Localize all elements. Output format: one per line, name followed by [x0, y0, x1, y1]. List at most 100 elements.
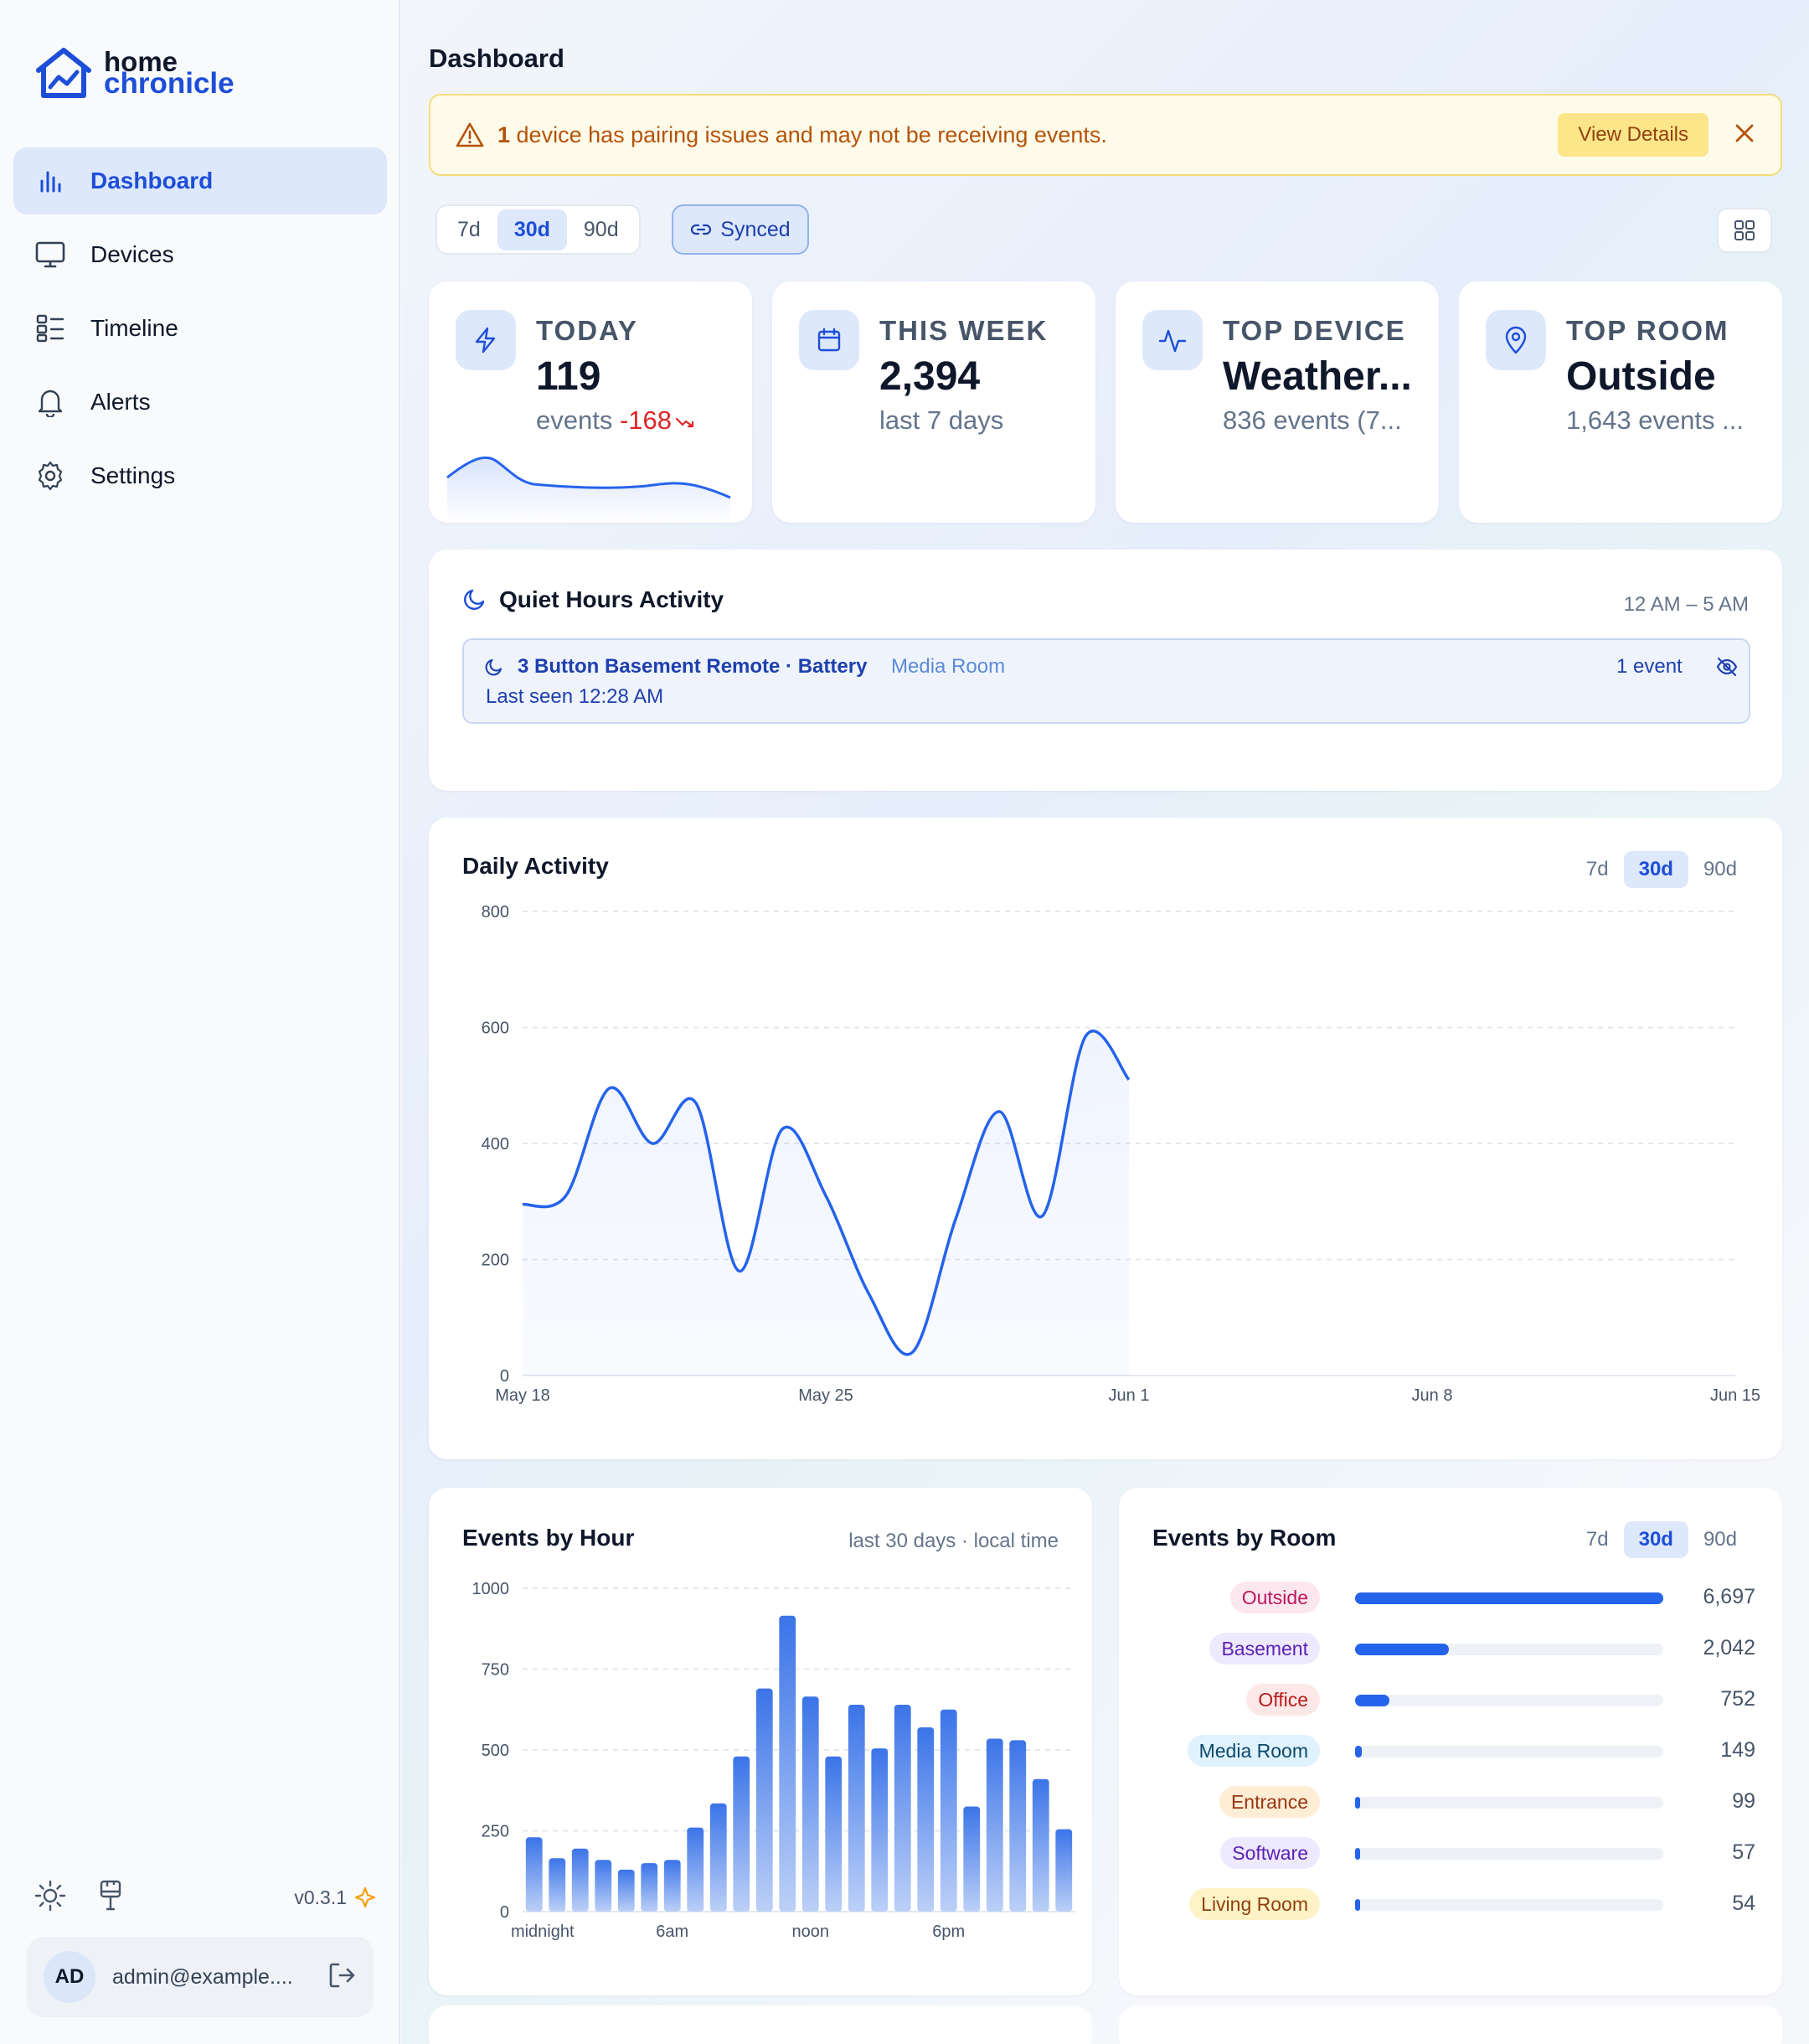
- rooms-range-selector: 7d 30d 90d: [1571, 1521, 1752, 1558]
- hour-bar-21: [1009, 1740, 1027, 1912]
- alert-message: 1 device has pairing issues and may not …: [497, 122, 1107, 148]
- daily-activity-title: Daily Activity: [462, 853, 609, 879]
- stat-value: Weather...: [1223, 354, 1412, 399]
- rooms-range-7d[interactable]: 7d: [1585, 1528, 1609, 1551]
- paintbrush-icon[interactable]: [97, 1879, 124, 1917]
- sidebar-item-devices[interactable]: Devices: [13, 221, 387, 288]
- layout-grid-button[interactable]: [1717, 208, 1772, 253]
- sidebar-item-alerts[interactable]: Alerts: [13, 369, 387, 436]
- logout-icon[interactable]: [327, 1960, 357, 1995]
- eye-off-icon[interactable]: [1715, 657, 1739, 677]
- close-icon[interactable]: [1734, 122, 1755, 148]
- daily-activity-card: Daily Activity 7d 30d 90d 0 200 400 600 800 M…: [429, 818, 1782, 1459]
- y-tick-label: 1000: [472, 1580, 510, 1598]
- stat-card-top-device: TOP DEVICE Weather... 836 events (7...: [1116, 281, 1439, 523]
- bell-icon: [34, 385, 67, 419]
- events-by-hour-card: Events by Hour last 30 days · local time…: [429, 1488, 1092, 1995]
- range-30d[interactable]: 30d: [497, 209, 567, 250]
- daily-range-30d[interactable]: 30d: [1623, 851, 1688, 888]
- view-details-button[interactable]: View Details: [1558, 113, 1708, 157]
- quiet-device-room: Media Room: [891, 655, 1006, 678]
- room-count: 99: [1732, 1789, 1755, 1813]
- app-logo[interactable]: home chronicle: [34, 45, 234, 101]
- stat-label: THIS WEEK: [879, 315, 1049, 346]
- stat-sub: 1,643 events ...: [1566, 405, 1744, 435]
- room-row[interactable]: Media Room 149: [1119, 1735, 1755, 1768]
- room-bar-track: [1355, 1899, 1663, 1911]
- trend-down-icon: [675, 417, 694, 428]
- room-row[interactable]: Software 57: [1119, 1837, 1755, 1871]
- room-row[interactable]: Outside 6,697: [1119, 1582, 1755, 1615]
- room-bar-fill: [1355, 1848, 1360, 1860]
- room-bar-fill: [1355, 1644, 1450, 1655]
- grid-icon: [1734, 220, 1755, 240]
- room-bar-track: [1355, 1848, 1663, 1860]
- hour-bar-8: [709, 1803, 727, 1912]
- room-row[interactable]: Office 752: [1119, 1684, 1755, 1717]
- sidebar-item-timeline[interactable]: Timeline: [13, 295, 387, 362]
- alert-text: device has pairing issues and may not be…: [510, 121, 1107, 147]
- x-tick-label: 6am: [656, 1923, 688, 1941]
- stat-card-top-room: TOP ROOM Outside 1,643 events ...: [1459, 281, 1782, 523]
- stat-sub: last 7 days: [879, 405, 1004, 435]
- stat-value: Outside: [1566, 354, 1716, 399]
- quiet-hours-device-row[interactable]: 3 Button Basement Remote · Battery Media…: [462, 638, 1750, 724]
- room-pill: Entrance: [1219, 1786, 1320, 1818]
- alert-count: 1: [497, 121, 511, 147]
- today-sparkline: [446, 456, 731, 523]
- sun-icon[interactable]: [34, 1879, 67, 1917]
- daily-range-7d[interactable]: 7d: [1585, 858, 1609, 880]
- stat-value: 119: [536, 354, 601, 399]
- room-pill: Living Room: [1189, 1888, 1320, 1920]
- synced-toggle[interactable]: Synced: [672, 204, 809, 255]
- logo-word-chronicle: chronicle: [104, 67, 234, 100]
- hour-bar-3: [595, 1860, 612, 1912]
- stat-label: TOP ROOM: [1566, 315, 1729, 346]
- rooms-range-30d[interactable]: 30d: [1623, 1521, 1688, 1558]
- hour-bar-10: [755, 1688, 773, 1912]
- room-pill: Outside: [1229, 1582, 1320, 1613]
- hour-bar-16: [894, 1704, 911, 1912]
- y-tick-label: 400: [482, 1135, 509, 1154]
- moon-icon: [485, 658, 502, 676]
- sidebar-item-settings[interactable]: Settings: [13, 442, 387, 509]
- avatar: AD: [44, 1951, 95, 2003]
- range-90d[interactable]: 90d: [583, 217, 619, 241]
- hour-bar-7: [687, 1827, 704, 1912]
- range-7d[interactable]: 7d: [457, 217, 481, 241]
- stat-delta: -168: [619, 405, 673, 435]
- user-card[interactable]: AD admin@example....: [27, 1937, 374, 2017]
- x-tick-label: Jun 1: [1109, 1386, 1150, 1405]
- room-row[interactable]: Entrance 99: [1119, 1786, 1755, 1819]
- room-count: 54: [1732, 1892, 1755, 1915]
- quiet-last-seen: Last seen 12:28 AM: [486, 685, 664, 708]
- daily-activity-chart: 0 200 400 600 800 May 18 May 25 Jun 1 Jun 8 Jun 1…: [482, 903, 1760, 1405]
- room-bar-fill: [1355, 1695, 1390, 1706]
- sparkle-icon: [354, 1887, 376, 1908]
- hour-bar-14: [848, 1704, 865, 1912]
- user-email: admin@example....: [112, 1964, 293, 1989]
- moon-icon: [464, 589, 485, 610]
- list-icon: [34, 312, 67, 345]
- y-tick-label: 500: [482, 1742, 509, 1760]
- quiet-device-name: 3 Button Basement Remote · Battery: [518, 655, 868, 678]
- map-pin-icon: [1486, 310, 1546, 370]
- activity-icon: [1142, 310, 1203, 370]
- stat-sub: 836 events (7...: [1223, 405, 1402, 435]
- hour-bar-19: [963, 1806, 981, 1912]
- sidebar-item-dashboard[interactable]: Dashboard: [13, 147, 387, 214]
- rooms-range-90d[interactable]: 90d: [1703, 1528, 1737, 1551]
- x-tick-label: 6pm: [932, 1923, 965, 1941]
- hour-bar-0: [525, 1837, 543, 1912]
- daily-line: [522, 1030, 1131, 1356]
- events-by-hour-chart: 0 250 500 750 1000 midnight 6am noon 6pm: [472, 1580, 1075, 1941]
- stat-sub: events -168: [536, 405, 737, 436]
- hour-bar-22: [1032, 1778, 1049, 1912]
- sidebar-item-label: Alerts: [90, 389, 151, 415]
- logo-word-home: home: [104, 46, 178, 77]
- room-row[interactable]: Living Room 54: [1119, 1888, 1755, 1922]
- daily-range-90d[interactable]: 90d: [1703, 858, 1737, 880]
- house-chart-icon: [36, 48, 91, 98]
- room-row[interactable]: Basement 2,042: [1119, 1633, 1755, 1666]
- stat-card-today: TODAY 119 events -168: [429, 281, 752, 523]
